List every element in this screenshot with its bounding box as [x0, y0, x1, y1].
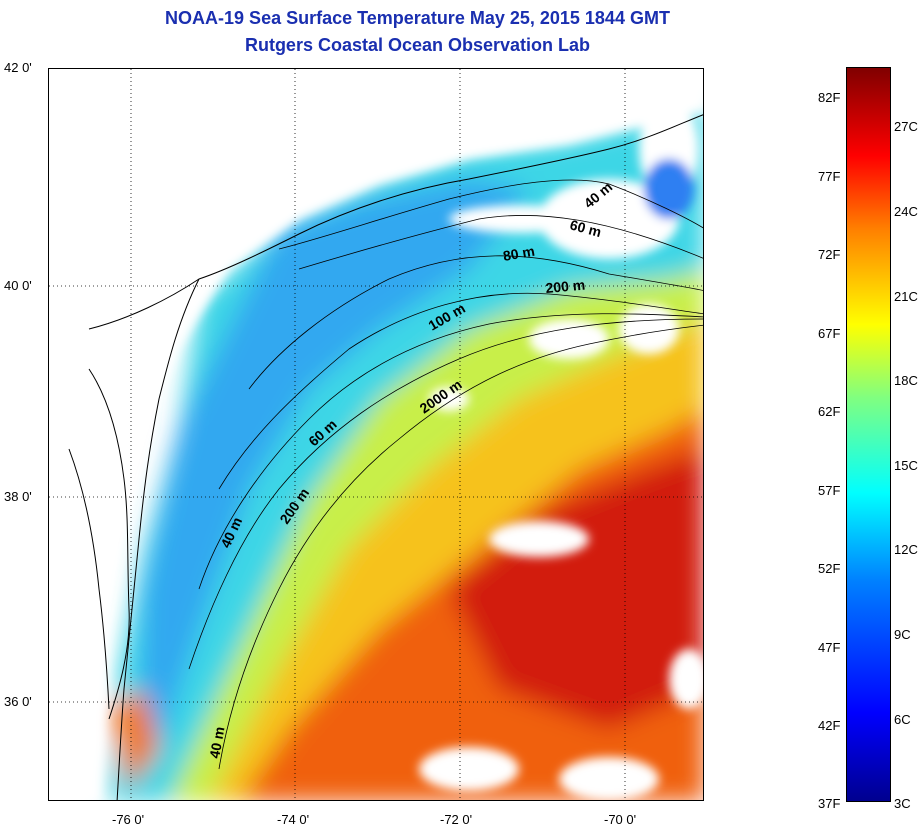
contour-label-60m-north: 60 m [568, 216, 603, 240]
colorbar-c-24: 24C [894, 204, 918, 219]
colorbar-c-6: 6C [894, 712, 911, 727]
colorbar-f-67: 67F [818, 326, 841, 341]
contour-label-40m-south: 40 m [206, 725, 227, 759]
colorbar-f-77: 77F [818, 169, 841, 184]
graticule [49, 69, 703, 800]
map-subtitle: Rutgers Coastal Ocean Observation Lab [244, 35, 591, 55]
contour-label-80m: 80 m [502, 243, 536, 264]
coastline [68, 114, 703, 800]
temperature-colorbar [846, 67, 891, 802]
colorbar-c-9: 9C [894, 627, 911, 642]
colorbar-f-47: 47F [818, 640, 841, 655]
lat-label-42: 42 0' [4, 60, 32, 75]
colorbar-c-15: 15C [894, 458, 918, 473]
lat-label-36: 36 0' [4, 694, 32, 709]
land-and-clouds [49, 69, 703, 800]
colorbar-f-72: 72F [818, 247, 841, 262]
sst-map-svg: 40 m 60 m 80 m 200 m 100 m 2000 m 60 m 4… [49, 69, 703, 800]
isobaths [188, 179, 703, 770]
sst-field [109, 109, 703, 800]
colorbar-c-12: 12C [894, 542, 918, 557]
lat-label-40: 40 0' [4, 278, 32, 293]
colorbar-f-52: 52F [818, 561, 841, 576]
colorbar-f-62: 62F [818, 404, 841, 419]
colorbar-f-82: 82F [818, 90, 841, 105]
colorbar-c-3: 3C [894, 796, 911, 811]
sst-map[interactable]: 40 m 60 m 80 m 200 m 100 m 2000 m 60 m 4… [48, 68, 704, 801]
lon-label-72: -72 0' [440, 812, 473, 827]
lon-label-70: -70 0' [604, 812, 637, 827]
colorbar-c-27: 27C [894, 119, 918, 134]
map-title: NOAA-19 Sea Surface Temperature May 25, … [165, 8, 670, 28]
colorbar-f-37: 37F [818, 796, 841, 811]
colorbar-c-18: 18C [894, 373, 918, 388]
colorbar-f-42: 42F [818, 718, 841, 733]
lon-label-74: -74 0' [277, 812, 310, 827]
colorbar-f-57: 57F [818, 483, 841, 498]
colorbar-c-21: 21C [894, 289, 918, 304]
lat-label-38: 38 0' [4, 489, 32, 504]
lon-label-76: -76 0' [112, 812, 145, 827]
